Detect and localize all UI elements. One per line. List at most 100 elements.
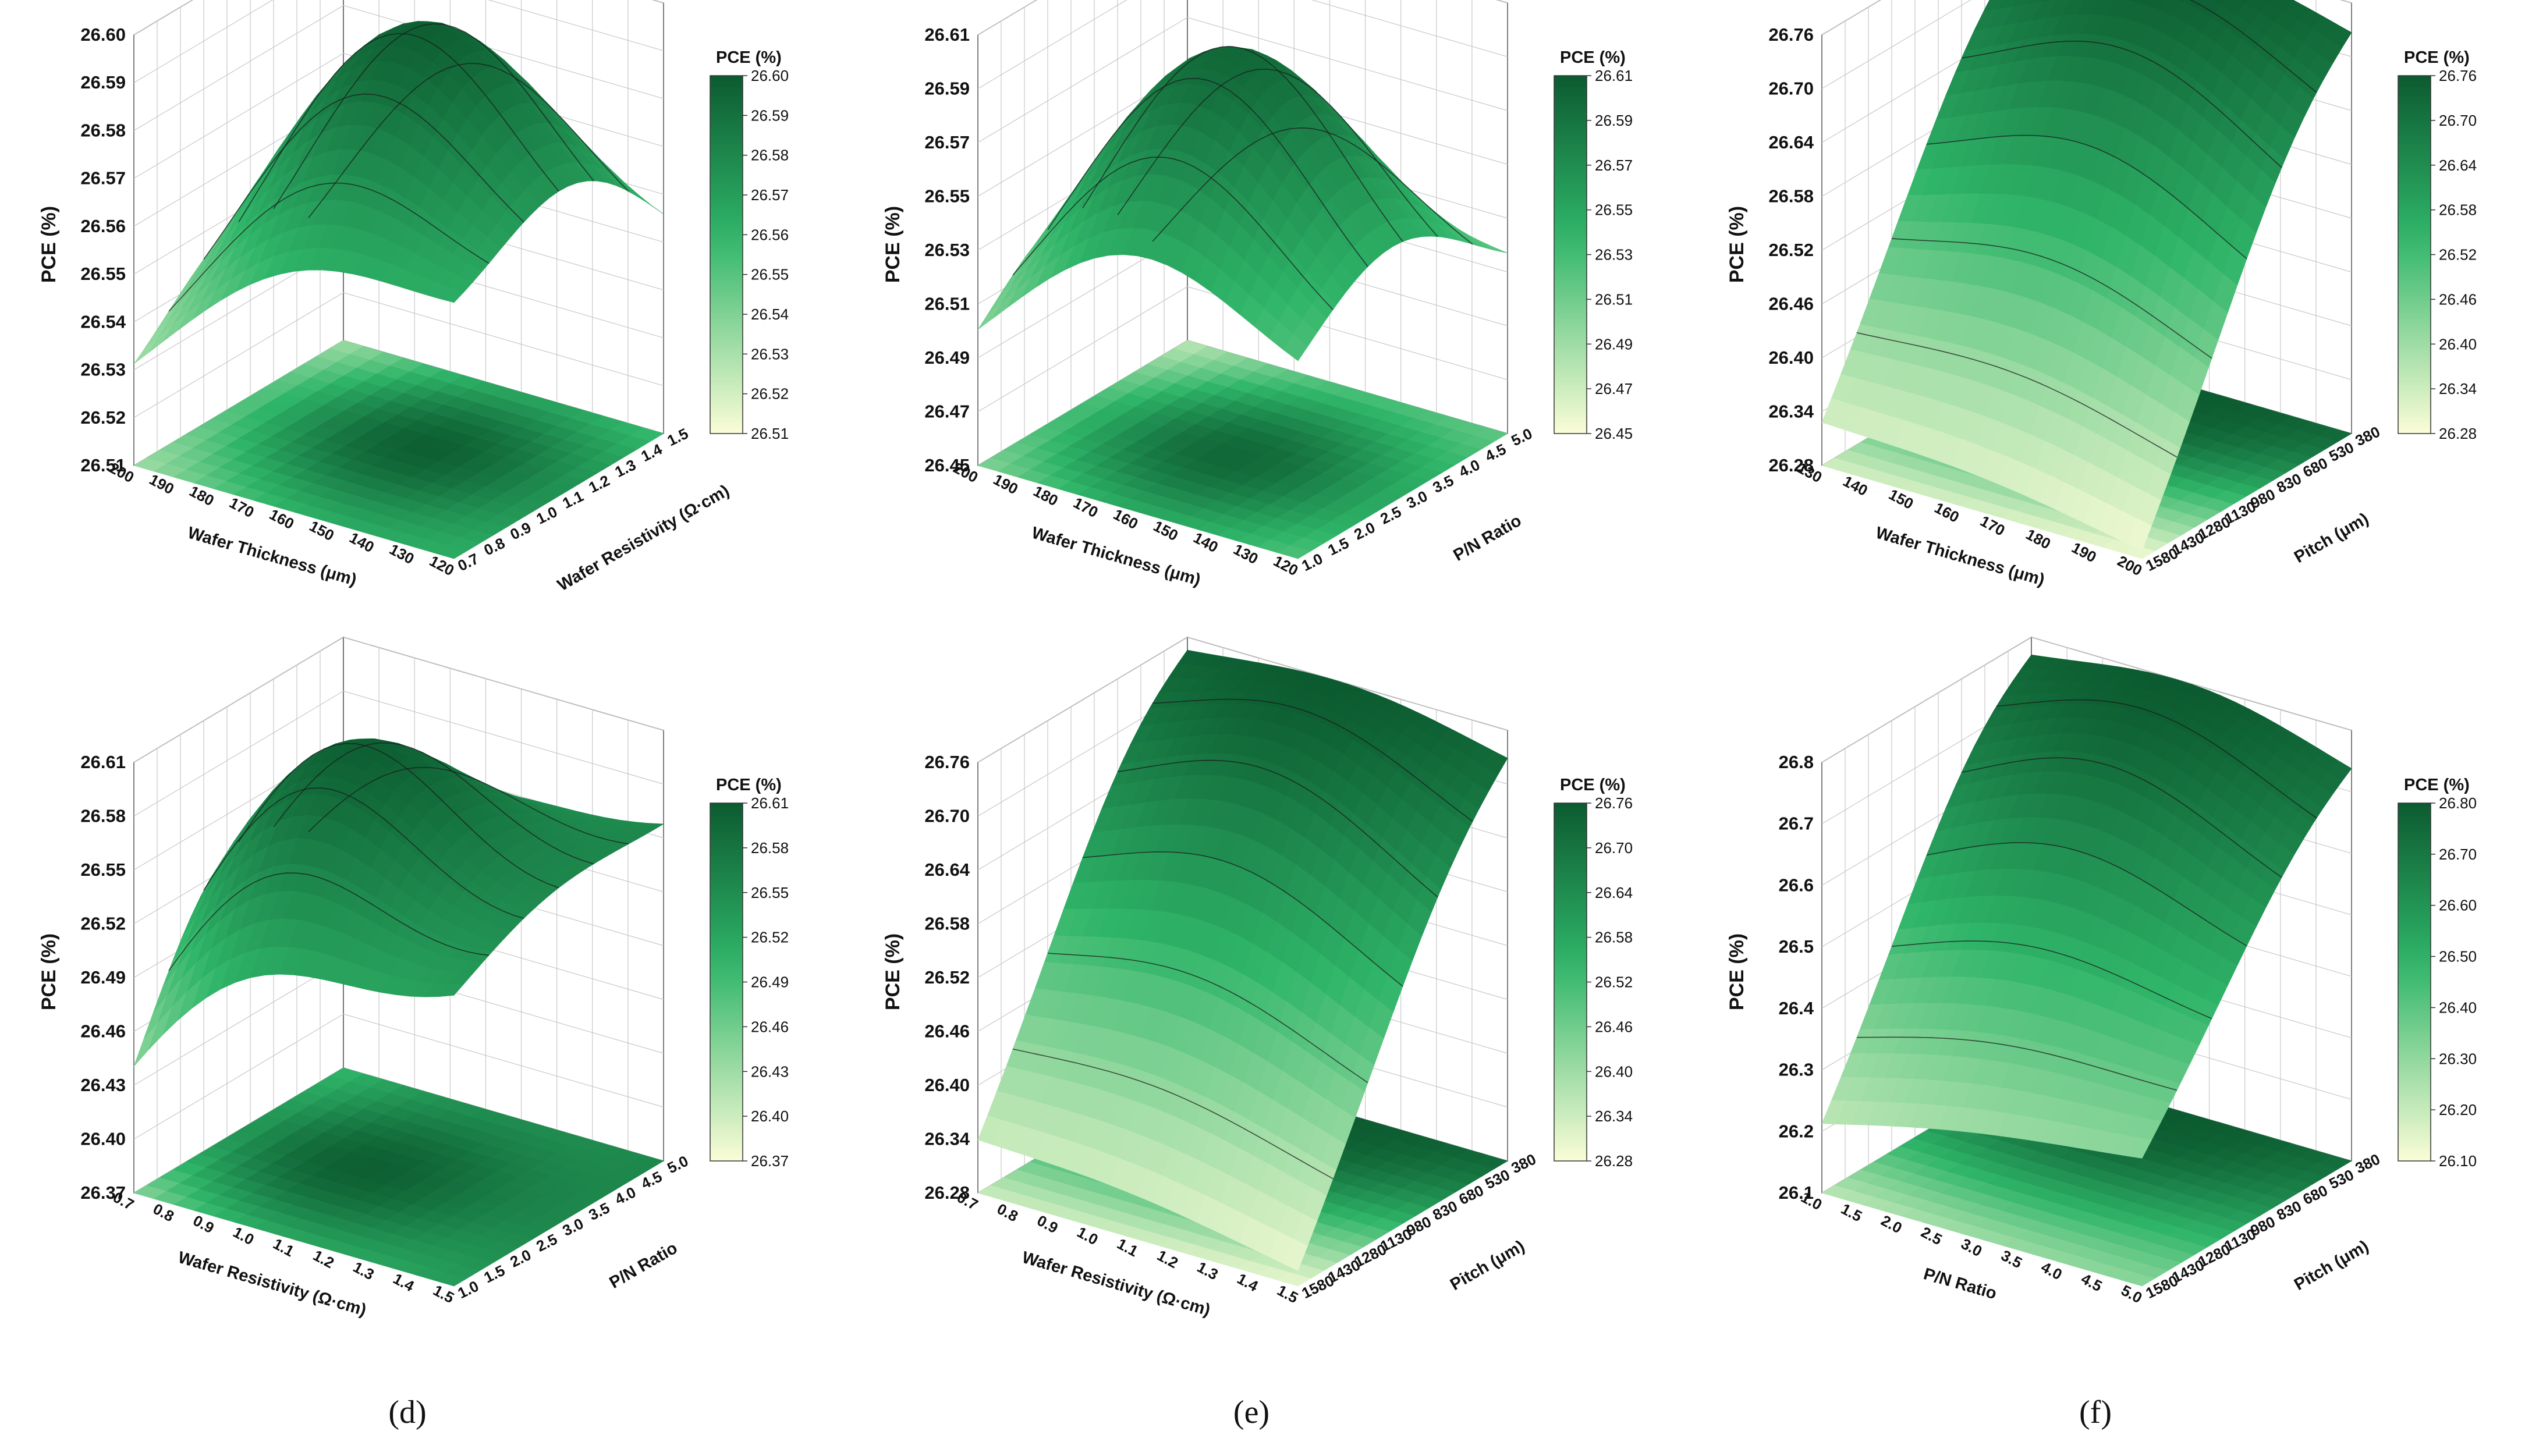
colorbar-tick-label: 26.59 bbox=[751, 106, 789, 124]
z-tick-label: 26.61 bbox=[924, 24, 970, 45]
colorbar-tick-label: 26.28 bbox=[2439, 425, 2477, 442]
z-tick-label: 26.61 bbox=[80, 752, 126, 772]
colorbar bbox=[1554, 75, 1587, 434]
z-tick-label: 26.70 bbox=[1768, 79, 1814, 99]
y-axis-title: Pitch (μm) bbox=[1447, 1237, 1528, 1294]
colorbar-tick-label: 26.51 bbox=[1595, 290, 1633, 308]
colorbar-title: PCE (%) bbox=[716, 48, 782, 67]
y-axis-title: P/N Ratio bbox=[607, 1239, 681, 1292]
panel-label: (d) bbox=[388, 1394, 426, 1430]
z-tick-label: 26.46 bbox=[80, 1021, 126, 1042]
colorbar-tick-label: 26.30 bbox=[2439, 1050, 2477, 1067]
surface-panel: 26.28 26.34 26.40 26.46 26.52 26.58 26.64 26.70… bbox=[1726, 0, 2477, 703]
z-tick-label: 26.55 bbox=[80, 264, 126, 284]
floor-projection bbox=[133, 1067, 664, 1287]
colorbar-tick-label: 26.51 bbox=[751, 425, 789, 442]
response-surface bbox=[133, 738, 665, 1067]
colorbar-tick-label: 26.70 bbox=[2439, 112, 2477, 129]
colorbar-tick-label: 26.64 bbox=[1595, 884, 1633, 901]
surface-panel: 26.45 26.47 26.49 26.51 26.53 26.55 26.57 26.59… bbox=[882, 0, 1633, 703]
z-tick-label: 26.5 bbox=[1779, 936, 1814, 957]
colorbar-tick-label: 26.50 bbox=[2439, 948, 2477, 965]
z-tick-label: 26.58 bbox=[924, 914, 970, 934]
z-tick-label: 26.37 bbox=[80, 1182, 126, 1203]
z-tick-label: 26.47 bbox=[924, 402, 970, 422]
colorbar-tick-label: 26.55 bbox=[751, 266, 789, 283]
colorbar-tick-label: 26.43 bbox=[751, 1063, 789, 1080]
z-tick-label: 26.56 bbox=[80, 216, 126, 236]
z-tick-label: 26.49 bbox=[80, 967, 126, 988]
colorbar-tick-label: 26.34 bbox=[2439, 380, 2477, 397]
z-tick-label: 26.49 bbox=[924, 347, 970, 368]
colorbar-tick-label: 26.45 bbox=[1595, 425, 1633, 442]
response-surface bbox=[1821, 654, 2352, 1159]
colorbar-tick-label: 26.55 bbox=[1595, 201, 1633, 219]
colorbar bbox=[2398, 75, 2431, 434]
colorbar-tick-label: 26.58 bbox=[1595, 929, 1633, 946]
z-tick-label: 26.57 bbox=[924, 132, 970, 152]
colorbar-title: PCE (%) bbox=[2404, 776, 2470, 794]
z-axis-title: PCE (%) bbox=[882, 206, 904, 283]
colorbar-tick-label: 26.28 bbox=[1595, 1152, 1633, 1170]
z-tick-label: 26.7 bbox=[1779, 814, 1814, 834]
colorbar-tick-label: 26.54 bbox=[751, 306, 789, 323]
x-axis-title: Wafer Resistivity (Ω·cm) bbox=[176, 1248, 368, 1320]
z-tick-label: 26.53 bbox=[924, 240, 970, 260]
colorbar-title: PCE (%) bbox=[1560, 48, 1626, 67]
z-tick-label: 26.58 bbox=[80, 806, 126, 826]
colorbar-tick-label: 26.46 bbox=[2439, 290, 2477, 308]
z-tick-label: 26.52 bbox=[1768, 240, 1814, 260]
y-tick-label: 380 bbox=[2352, 1150, 2382, 1177]
z-tick-label: 26.76 bbox=[1768, 24, 1814, 45]
z-tick-label: 26.40 bbox=[924, 1075, 970, 1095]
y-tick-label: 380 bbox=[1508, 1150, 1538, 1177]
z-tick-label: 26.34 bbox=[924, 1129, 970, 1149]
surface-panel: 26.37 26.40 26.43 26.46 26.49 26.52 26.55 26.58… bbox=[38, 636, 789, 1430]
colorbar-tick-label: 26.10 bbox=[2439, 1152, 2477, 1170]
z-tick-label: 26.53 bbox=[80, 360, 126, 380]
z-tick-label: 26.57 bbox=[80, 168, 126, 189]
colorbar-tick-label: 26.40 bbox=[2439, 335, 2477, 353]
z-tick-label: 26.54 bbox=[80, 311, 126, 332]
z-tick-label: 26.3 bbox=[1779, 1060, 1814, 1080]
colorbar-tick-label: 26.58 bbox=[2439, 201, 2477, 219]
colorbar bbox=[2398, 802, 2431, 1162]
x-axis-title: P/N Ratio bbox=[1921, 1265, 1999, 1303]
colorbar-tick-label: 26.34 bbox=[1595, 1107, 1633, 1125]
z-tick-label: 26.59 bbox=[924, 79, 970, 99]
y-tick-label: 1.5 bbox=[664, 425, 691, 450]
colorbar-tick-label: 26.76 bbox=[2439, 67, 2477, 84]
colorbar bbox=[1554, 802, 1587, 1162]
colorbar-tick-label: 26.60 bbox=[751, 67, 789, 84]
z-tick-label: 26.43 bbox=[80, 1075, 126, 1095]
z-tick-label: 26.51 bbox=[80, 455, 126, 475]
colorbar-tick-label: 26.70 bbox=[2439, 846, 2477, 863]
colorbar-tick-label: 26.60 bbox=[2439, 897, 2477, 914]
colorbar-tick-label: 26.52 bbox=[2439, 246, 2477, 264]
z-tick-label: 26.52 bbox=[924, 967, 970, 988]
colorbar-tick-label: 26.56 bbox=[751, 226, 789, 243]
z-tick-label: 26.1 bbox=[1779, 1182, 1814, 1203]
colorbar-tick-label: 26.59 bbox=[1595, 112, 1633, 129]
y-tick-label: 5.0 bbox=[1508, 425, 1535, 450]
colorbar-tick-label: 26.49 bbox=[1595, 335, 1633, 353]
response-surface bbox=[1821, 0, 2352, 551]
surface-panel: 26.28 26.34 26.40 26.46 26.52 26.58 26.64 26.70… bbox=[882, 636, 1633, 1430]
z-tick-label: 26.40 bbox=[80, 1129, 126, 1149]
z-tick-label: 26.45 bbox=[924, 455, 970, 475]
surface-panel: 26.51 26.52 26.53 26.54 26.55 26.56 26.57 26.58… bbox=[38, 0, 789, 703]
z-tick-label: 26.64 bbox=[1768, 132, 1814, 152]
colorbar-tick-label: 26.58 bbox=[751, 147, 789, 164]
z-tick-label: 26.6 bbox=[1779, 875, 1814, 895]
x-axis-title: Wafer Resistivity (Ω·cm) bbox=[1020, 1248, 1212, 1320]
colorbar-tick-label: 26.40 bbox=[2439, 999, 2477, 1016]
response-surface bbox=[133, 21, 664, 364]
colorbar-tick-label: 26.61 bbox=[751, 794, 789, 812]
y-tick-label: 5.0 bbox=[664, 1152, 691, 1177]
z-tick-label: 26.34 bbox=[1768, 402, 1814, 422]
z-axis-title: PCE (%) bbox=[1726, 206, 1748, 283]
z-tick-label: 26.40 bbox=[1768, 347, 1814, 368]
z-tick-label: 26.2 bbox=[1779, 1121, 1814, 1141]
